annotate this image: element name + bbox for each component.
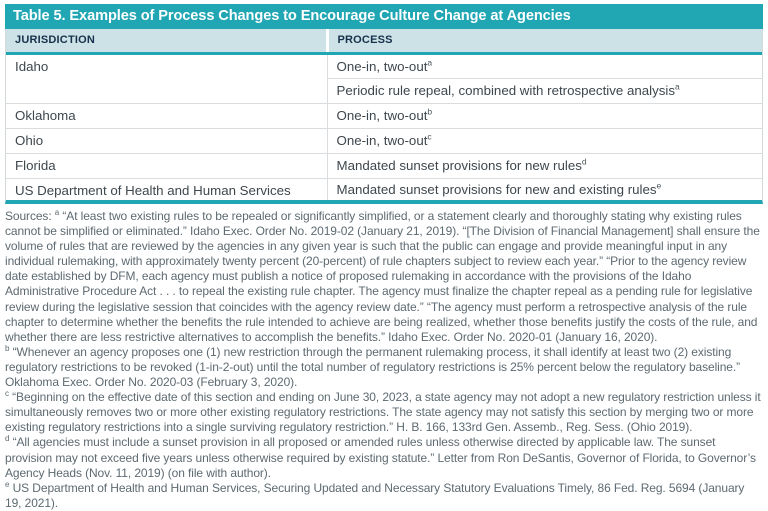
footnote-text: “At least two existing rules to be repea… (5, 209, 760, 344)
table-row: Periodic rule repeal, combined with retr… (6, 77, 762, 103)
process-text: Periodic rule repeal, combined with retr… (336, 83, 676, 98)
process-cell: Mandated sunset provisions for new rules… (327, 152, 762, 178)
footnote-marker: e (5, 479, 10, 489)
column-header-process: PROCESS (327, 29, 762, 55)
jurisdiction-cell: US Department of Health and Human Servic… (6, 177, 328, 200)
table-row: Ohio One-in, two-outc (6, 127, 762, 153)
footnote-marker: b (427, 106, 433, 117)
sources-section: Sources: a “At least two existing rules … (5, 209, 763, 511)
footnote-a: Sources: a “At least two existing rules … (5, 209, 762, 345)
footnote-b: b “Whenever an agency proposes one (1) n… (5, 343, 762, 390)
footnote-marker: b (5, 343, 10, 353)
footnote-e: e US Department of Health and Human Serv… (5, 479, 762, 511)
process-changes-table: JURISDICTION PROCESS Idaho One-in, two-o… (6, 29, 762, 200)
jurisdiction-cell: Idaho (6, 53, 328, 103)
table-title: Table 5. Examples of Process Changes to … (13, 8, 571, 24)
table-title-bar: Table 5. Examples of Process Changes to … (5, 4, 763, 29)
table-frame: JURISDICTION PROCESS Idaho One-in, two-o… (5, 29, 763, 204)
footnote-c: c “Beginning on the effective date of th… (5, 390, 762, 435)
footnote-marker: d (5, 434, 10, 444)
process-text: One-in, two-out (336, 108, 428, 123)
table-row: Idaho One-in, two-outa (6, 53, 762, 103)
footnote-d: d “All agencies must include a sunset pr… (5, 435, 762, 480)
process-cell: One-in, two-outc (327, 127, 762, 153)
footnote-marker: a (427, 57, 433, 68)
jurisdiction-cell: Oklahoma (6, 102, 328, 128)
process-cell: Periodic rule repeal, combined with retr… (327, 77, 762, 103)
jurisdiction-cell: Ohio (6, 127, 328, 153)
column-header-jurisdiction: JURISDICTION (6, 29, 329, 55)
footnote-marker: a (675, 81, 680, 92)
process-text: Mandated sunset provisions for new rules (336, 158, 582, 173)
process-cell: One-in, two-outa (327, 53, 762, 78)
footnote-text: US Department of Health and Human Servic… (5, 480, 745, 510)
table-row: Florida Mandated sunset provisions for n… (6, 152, 762, 178)
table-row: Oklahoma One-in, two-outb (6, 102, 762, 128)
process-cell: One-in, two-outb (327, 102, 762, 128)
table-header-row: JURISDICTION PROCESS (6, 29, 762, 55)
footnote-marker: c (5, 389, 9, 399)
process-text: One-in, two-out (336, 58, 428, 74)
footnote-text: “Beginning on the effective date of this… (5, 390, 761, 435)
table-row: US Department of Health and Human Servic… (6, 177, 762, 200)
process-text: One-in, two-out (336, 133, 428, 148)
jurisdiction-cell: Florida (6, 152, 328, 178)
footnote-marker: c (427, 131, 432, 142)
footnote-text: “All agencies must include a sunset prov… (5, 435, 756, 480)
process-cell: Mandated sunset provisions for new and e… (327, 177, 762, 200)
sources-label: Sources: (5, 209, 52, 223)
footnote-marker: a (54, 208, 60, 217)
footnote-marker: e (656, 180, 662, 191)
footnote-marker: d (581, 156, 587, 167)
process-text: Mandated sunset provisions for new and e… (336, 181, 657, 197)
footnote-text: “Whenever an agency proposes one (1) new… (5, 344, 741, 390)
